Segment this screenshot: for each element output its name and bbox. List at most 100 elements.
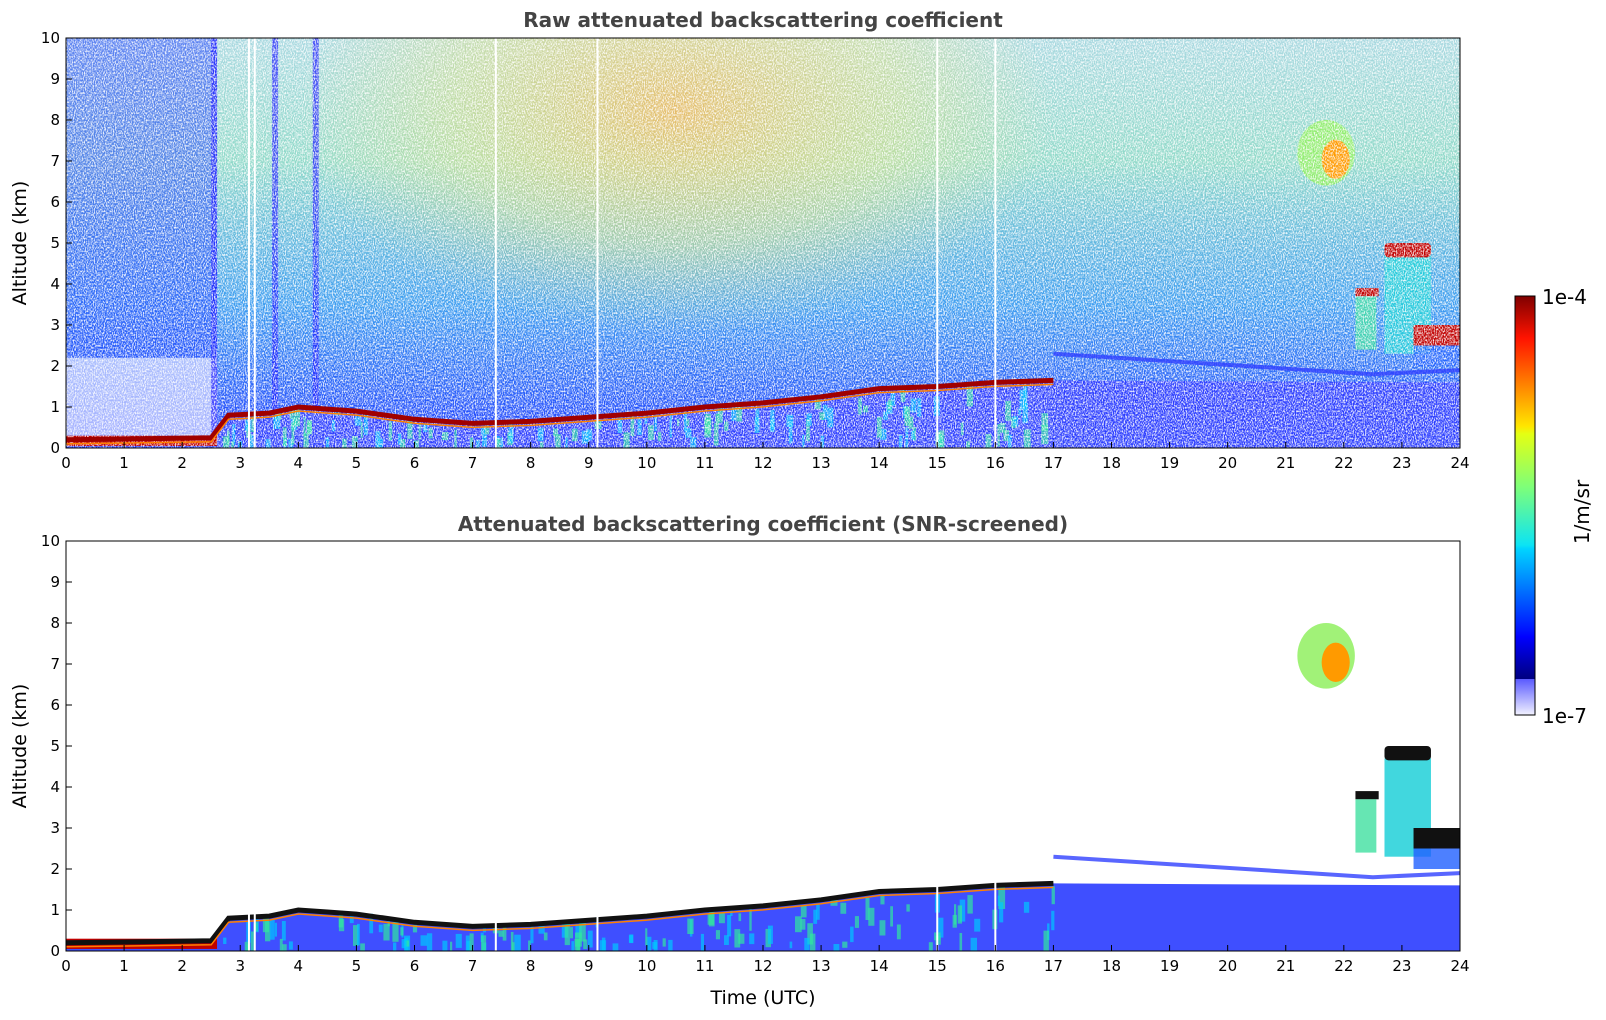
raw-backscatter-panel: Raw attenuated backscattering coefficien…	[9, 8, 1470, 472]
y-tick-label: 8	[50, 614, 60, 632]
aerosol-plume	[954, 904, 957, 925]
aerosol-plume	[800, 905, 807, 918]
aerosol-plume	[400, 927, 404, 936]
aerosol-plume	[575, 932, 582, 947]
y-tick-label: 9	[50, 573, 60, 591]
colorbar-gradient	[1515, 296, 1535, 679]
aerosol-plume	[646, 936, 652, 951]
aerosol-plume	[868, 907, 875, 926]
aerosol-plume	[404, 940, 410, 947]
colorbar-min-label: 1e-7	[1542, 704, 1587, 728]
boundary-layer-top	[66, 377, 1054, 443]
x-tick-label: 22	[1334, 454, 1353, 472]
aerosol-plume	[455, 933, 462, 948]
aerosol-plume	[813, 909, 818, 924]
colorbar-lower-extension	[1515, 679, 1535, 715]
x-tick-label: 23	[1392, 957, 1411, 975]
aerosol-plume	[420, 935, 428, 946]
aerosol-plume	[442, 940, 448, 951]
aerosol-plume	[469, 933, 474, 951]
aerosol-plume	[727, 915, 732, 937]
data-gap	[253, 38, 256, 448]
x-tick-label: 13	[812, 454, 831, 472]
aerosol-plume	[842, 941, 848, 948]
aerosol-plume	[528, 940, 531, 951]
data-gap	[936, 38, 939, 448]
colorbar-frame	[1514, 295, 1536, 716]
x-tick-label: 2	[177, 454, 187, 472]
data-gap	[494, 38, 497, 448]
raw-noise-overlay	[66, 38, 1460, 448]
y-tick-label: 3	[50, 819, 60, 837]
y-tick-label: 1	[50, 398, 60, 416]
x-tick-label: 10	[637, 957, 656, 975]
x-tick-label: 20	[1218, 957, 1237, 975]
aerosol-plume	[999, 902, 1004, 923]
aerosol-plume	[369, 913, 374, 934]
aerosol-plume	[1043, 930, 1049, 951]
data-gap	[494, 541, 497, 951]
aerosol-plume	[833, 944, 840, 951]
screened-y-axis-label: Altitude (km)	[9, 684, 31, 809]
screened-x-axis-label: Time (UTC)	[709, 987, 815, 1009]
aerosol-plume	[262, 917, 269, 933]
aerosol-plume	[998, 887, 1006, 909]
aerosol-plume	[970, 937, 977, 951]
x-tick-label: 18	[1102, 957, 1121, 975]
screened-backscatter-panel: Attenuated backscattering coefficient (S…	[9, 512, 1470, 1009]
aerosol-plume	[426, 933, 433, 951]
raw-panel-title: Raw attenuated backscattering coefficien…	[523, 8, 1003, 32]
screened-heatmap	[66, 541, 1460, 951]
aerosol-plume	[360, 943, 365, 951]
aerosol-plume	[880, 895, 885, 905]
x-tick-label: 9	[584, 454, 594, 472]
aerosol-plume	[378, 924, 383, 933]
y-tick-label: 7	[50, 152, 60, 170]
aerosol-plume	[353, 925, 359, 946]
aerosol-plume	[668, 939, 673, 951]
aerosol-plume	[789, 941, 793, 949]
aerosol-plume	[997, 895, 1000, 907]
aerosol-plume	[575, 924, 582, 938]
aerosol-plume	[708, 911, 715, 927]
aerosol-plume	[734, 929, 741, 948]
x-tick-label: 15	[928, 454, 947, 472]
boundary-layer-edge	[66, 383, 1054, 445]
y-tick-label: 5	[50, 234, 60, 252]
aerosol-plume	[1051, 886, 1055, 905]
x-tick-label: 20	[1218, 454, 1237, 472]
data-gap	[936, 541, 939, 951]
residual-layer	[1053, 351, 1460, 377]
aerosol-plume	[738, 913, 742, 922]
aerosol-plume	[269, 919, 275, 940]
screened-panel-title: Attenuated backscattering coefficient (S…	[458, 512, 1068, 536]
data-gap	[596, 38, 599, 448]
x-tick-label: 6	[410, 454, 420, 472]
aerosol-plume	[288, 941, 293, 950]
aerosol-plume	[718, 913, 725, 924]
aerosol-plume	[749, 909, 752, 931]
x-tick-label: 9	[584, 957, 594, 975]
x-tick-label: 15	[928, 957, 947, 975]
x-tick-label: 3	[235, 957, 245, 975]
x-tick-label: 8	[526, 454, 536, 472]
aerosol-plume	[450, 941, 453, 951]
y-tick-label: 9	[50, 70, 60, 88]
x-tick-label: 11	[695, 957, 714, 975]
aerosol-plume	[653, 940, 658, 951]
aerosol-plume	[482, 925, 486, 933]
aerosol-plume	[715, 930, 720, 940]
x-tick-label: 16	[986, 957, 1005, 975]
x-tick-label: 3	[235, 454, 245, 472]
aerosol-plume	[749, 933, 755, 945]
aerosol-plume	[412, 925, 418, 933]
x-tick-label: 24	[1450, 454, 1469, 472]
aerosol-plume	[959, 933, 963, 951]
aerosol-plume	[906, 904, 910, 912]
aerosol-plume	[583, 939, 588, 950]
y-tick-label: 0	[50, 439, 60, 457]
aerosol-plume	[612, 943, 619, 951]
x-tick-label: 0	[61, 454, 71, 472]
aerosol-plume	[571, 941, 575, 951]
